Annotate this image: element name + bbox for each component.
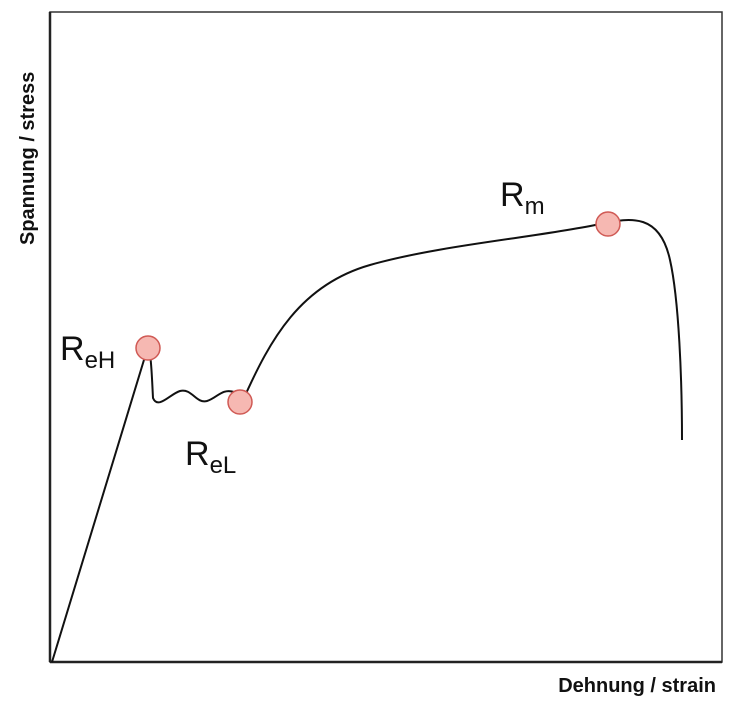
label-main: R: [60, 330, 85, 368]
point-label: ReL: [185, 435, 236, 479]
point-label: Rm: [500, 176, 545, 220]
point-marker: [227, 389, 253, 415]
label-sub: m: [525, 193, 545, 220]
label-sub: eH: [85, 347, 116, 374]
point-marker: [595, 211, 621, 237]
label-main: R: [500, 176, 525, 214]
y-axis-label: Spannung / stress: [17, 72, 39, 245]
point-label: ReH: [60, 330, 115, 374]
label-sub: eL: [210, 452, 237, 479]
stress-strain-curve: [51, 219, 683, 663]
point-marker: [135, 335, 161, 361]
label-main: R: [185, 435, 210, 473]
x-axis-label: Dehnung / strain: [558, 675, 716, 697]
